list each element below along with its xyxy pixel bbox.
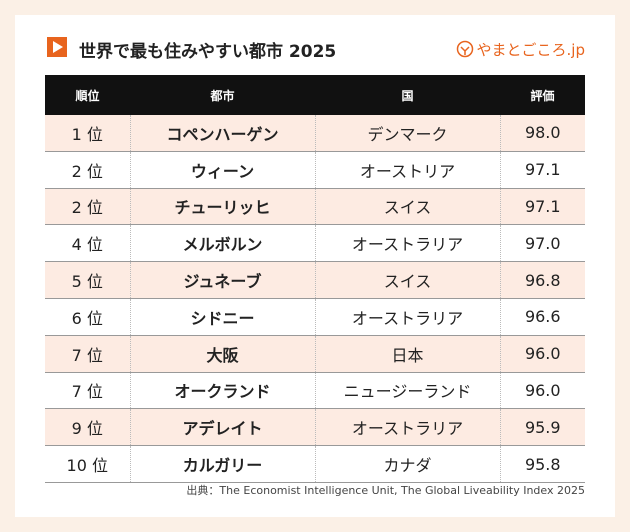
- table-cell: チューリッヒ: [129, 188, 315, 226]
- table-cell: 4 位: [45, 224, 130, 263]
- table-cell: カナダ: [314, 445, 500, 483]
- table-cell: 95.8: [499, 445, 585, 483]
- table-cell: コペンハーゲン: [129, 115, 315, 152]
- table-cell: オークランド: [129, 372, 315, 410]
- table-cell: 97.1: [499, 151, 585, 189]
- table-cell: ジュネーブ: [129, 261, 315, 299]
- table-cell: 6 位: [45, 298, 130, 336]
- table-row: 2 位ウィーン オーストリア 97.1: [45, 151, 585, 189]
- table-cell: 7 位: [45, 335, 130, 373]
- table-cell: 日本: [314, 335, 500, 373]
- column-header: 都市: [130, 75, 315, 115]
- table-cell: 96.0: [499, 335, 585, 373]
- table-cell: 2 位: [45, 188, 130, 226]
- title: 世界で最も住みやすい都市 2025: [79, 42, 337, 62]
- table-cell: オーストラリア: [314, 298, 500, 336]
- brand: やまとごころ.jp: [456, 39, 585, 60]
- table-body: 1 位コペンハーゲン デンマーク 98.0 2 位ウィーン オーストリア 97.1 2 位チ…: [45, 115, 585, 483]
- table-cell: ニュージーランド: [314, 372, 500, 410]
- header-row: 順位 都市国評価: [45, 75, 585, 115]
- table-cell: アデレイト: [129, 408, 315, 447]
- table-cell: 98.0: [499, 115, 585, 152]
- table-cell: 96.6: [499, 298, 585, 336]
- table-cell: 10 位: [45, 445, 130, 483]
- table-cell: オーストリア: [314, 151, 500, 189]
- table-row: 7 位大阪 日本 96.0: [45, 335, 585, 373]
- table-cell: 97.1: [499, 188, 585, 226]
- table-cell: ウィーン: [129, 151, 315, 189]
- ranking-table: 順位 都市国評価 1 位コペンハーゲン デンマーク 98.0 2 位ウィーン オーストリア…: [45, 75, 585, 483]
- table-cell: デンマーク: [314, 115, 500, 152]
- table-row: 2 位チューリッヒ スイス 97.1: [45, 188, 585, 226]
- table-cell: 大阪: [129, 335, 315, 373]
- table-cell: 96.8: [499, 261, 585, 299]
- table-cell: 2 位: [45, 151, 130, 189]
- table-row: 7 位オークランド ニュージーランド 96.0: [45, 372, 585, 410]
- title-icon: [47, 37, 67, 57]
- table-cell: 97.0: [499, 224, 585, 263]
- brand-text: やまとごころ.jp: [476, 41, 585, 59]
- table-cell: 5 位: [45, 261, 130, 299]
- table-row: 1 位コペンハーゲン デンマーク 98.0: [45, 115, 585, 152]
- source: 出典：The Economist Intelligence Unit, The …: [186, 484, 585, 497]
- table-cell: シドニー: [129, 298, 315, 336]
- table-row: 10 位カルガリー カナダ 95.8: [45, 445, 585, 483]
- column-header: 順位: [45, 75, 130, 115]
- table-cell: オーストラリア: [314, 408, 500, 447]
- table-cell: 1 位: [45, 115, 130, 152]
- table-cell: 95.9: [499, 408, 585, 447]
- table-cell: 7 位: [45, 372, 130, 410]
- table-row: 4 位メルボルン オーストラリア 97.0: [45, 224, 585, 263]
- table-cell: 9 位: [45, 408, 130, 447]
- table-cell: カルガリー: [129, 445, 315, 483]
- table-cell: スイス: [314, 261, 500, 299]
- panel: 世界で最も住みやすい都市 2025 やまとごころ.jp 順位 都市国評価 1 位コ…: [15, 15, 615, 517]
- table-row: 9 位アデレイト オーストラリア 95.9: [45, 408, 585, 447]
- table-cell: メルボルン: [129, 224, 315, 263]
- column-header: 国: [315, 75, 500, 115]
- table-cell: スイス: [314, 188, 500, 226]
- table-cell: オーストラリア: [314, 224, 500, 263]
- table-cell: 96.0: [499, 372, 585, 410]
- column-header: 評価: [500, 75, 585, 115]
- table-row: 5 位ジュネーブ スイス 96.8: [45, 261, 585, 299]
- table-row: 6 位シドニー オーストラリア 96.6: [45, 298, 585, 336]
